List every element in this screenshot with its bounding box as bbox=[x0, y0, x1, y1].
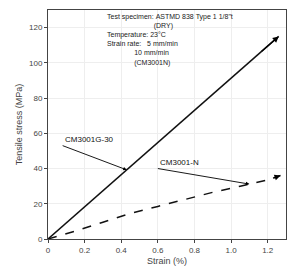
svg-text:0: 0 bbox=[38, 235, 43, 244]
svg-text:CM3001G-30: CM3001G-30 bbox=[65, 135, 114, 144]
svg-text:0.4: 0.4 bbox=[116, 246, 128, 255]
svg-text:0: 0 bbox=[46, 246, 51, 255]
svg-text:CM3001-N: CM3001-N bbox=[160, 158, 199, 167]
svg-text:100: 100 bbox=[29, 59, 43, 68]
svg-text:Test specimen: ASTMD 838 Type: Test specimen: ASTMD 838 Type 1 1/8"t (D… bbox=[107, 13, 233, 67]
svg-text:0.2: 0.2 bbox=[79, 246, 91, 255]
svg-text:60: 60 bbox=[33, 129, 42, 138]
svg-text:1.2: 1.2 bbox=[262, 246, 274, 255]
svg-text:Strain (%): Strain (%) bbox=[147, 256, 187, 266]
svg-text:40: 40 bbox=[33, 164, 42, 173]
svg-text:80: 80 bbox=[33, 94, 42, 103]
svg-text:120: 120 bbox=[29, 23, 43, 32]
svg-text:0.8: 0.8 bbox=[189, 246, 201, 255]
svg-text:Tensile stress (MPa): Tensile stress (MPa) bbox=[14, 84, 24, 166]
svg-text:1.0: 1.0 bbox=[226, 246, 238, 255]
svg-text:0.6: 0.6 bbox=[152, 246, 164, 255]
svg-text:20: 20 bbox=[33, 200, 42, 209]
